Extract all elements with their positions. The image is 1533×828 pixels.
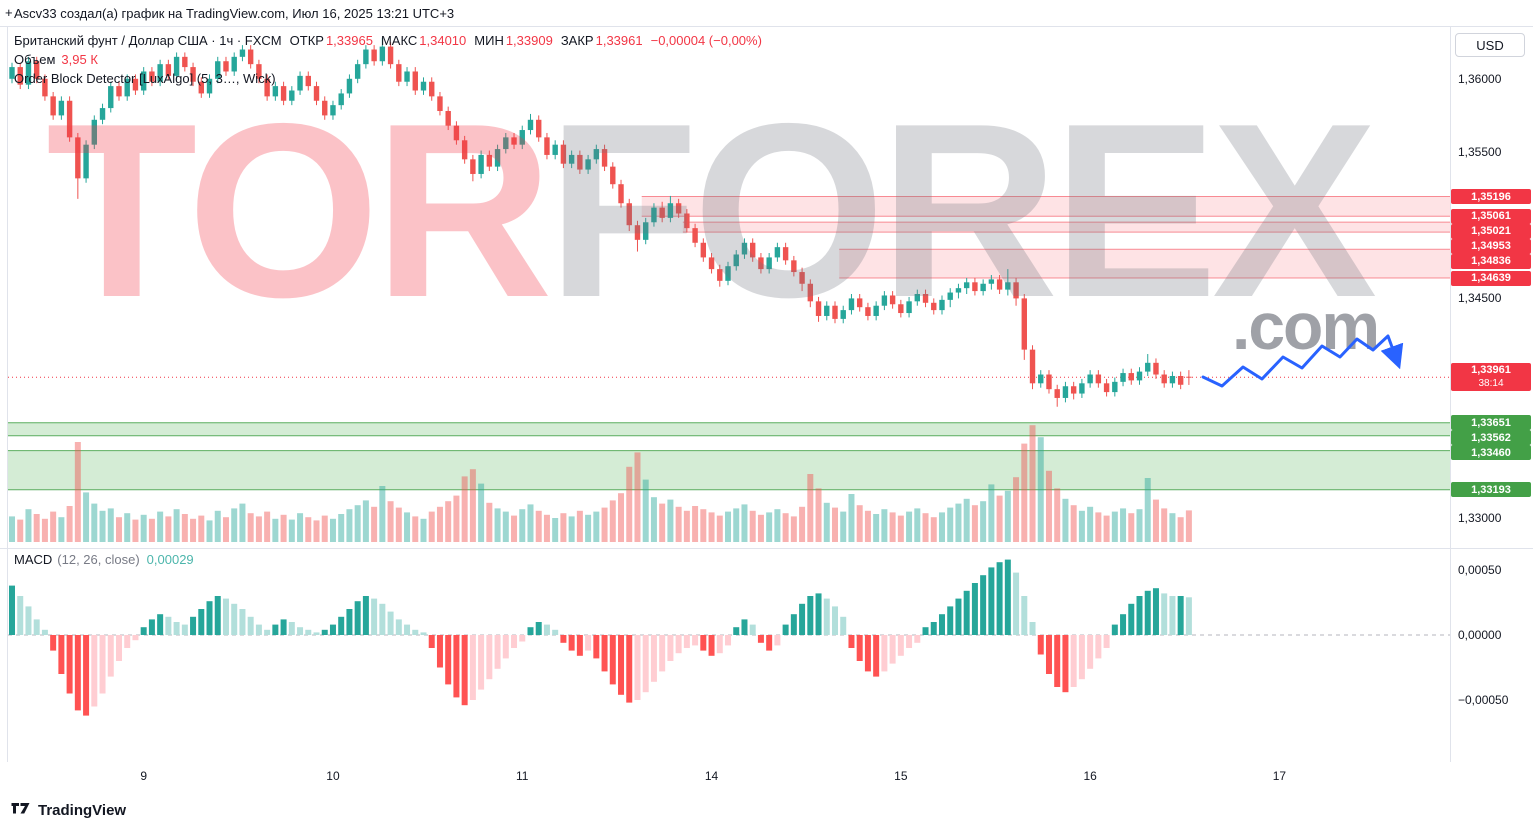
time-axis-label: 14 bbox=[704, 769, 719, 783]
price-change: −0,00004 (−0,00%) bbox=[650, 33, 762, 48]
time-axis-label: 11 bbox=[516, 769, 529, 783]
bullish-level-badge: 1,33651 bbox=[1451, 415, 1531, 431]
price-axis[interactable]: USD 1,36000 1,35500 1,34500 1,33000 0,00050 0… bbox=[1450, 26, 1533, 762]
symbol-legend-row[interactable]: Британский фунт / Доллар США · 1ч · FXCM… bbox=[14, 31, 762, 50]
time-axis-label: 9 bbox=[140, 769, 148, 783]
tradingview-brand[interactable]: TradingView bbox=[38, 801, 127, 819]
chart-legend: Британский фунт / Доллар США · 1ч · FXCM… bbox=[14, 31, 762, 88]
macd-histogram bbox=[9, 559, 1192, 716]
creator-bar: + Ascv33 создал(а) график на TradingView… bbox=[0, 0, 1533, 26]
current-price-text: 1,33961 bbox=[1471, 364, 1511, 377]
bearish-level-badge: 1,34639 bbox=[1451, 270, 1531, 286]
macd-value: 0,00029 bbox=[146, 552, 194, 567]
ohlc-label: МИН bbox=[474, 33, 504, 48]
ohlc-value: 1,34010 bbox=[419, 33, 467, 48]
currency-usd-button[interactable]: USD bbox=[1455, 33, 1525, 57]
bearish-level-badge: 1,34953 bbox=[1451, 238, 1531, 254]
volume-label: Объем bbox=[14, 52, 56, 67]
current-price-badge: 1,33961 38:14 bbox=[1451, 363, 1531, 392]
price-axis-label: 1,36000 bbox=[1458, 71, 1502, 86]
ohlc-value: 1,33965 bbox=[325, 33, 373, 48]
bearish-level-badge: 1,34836 bbox=[1451, 253, 1531, 269]
ohlc-label: ЗАКР bbox=[560, 33, 594, 48]
bearish-level-badge: 1,35021 bbox=[1451, 223, 1531, 239]
price-axis-label: 1,35500 bbox=[1458, 145, 1502, 159]
macd-axis-label: −0,00050 bbox=[1458, 693, 1509, 707]
bullish-level-badge: 1,33562 bbox=[1451, 430, 1531, 446]
ohlc-value: 1,33909 bbox=[505, 33, 553, 48]
volume-legend-row[interactable]: Объем 3,95 К bbox=[14, 50, 762, 69]
time-axis[interactable]: 9 10 11 14 15 16 17 bbox=[0, 762, 1533, 792]
bullish-level-badge: 1,33193 bbox=[1451, 482, 1531, 498]
tradingview-logo-icon[interactable] bbox=[10, 797, 31, 823]
indicator-title: Order Block Detector [LuxAlgo] (5, 3…, W… bbox=[14, 71, 276, 86]
candlesticks bbox=[9, 37, 1192, 407]
macd-legend-row[interactable]: MACD (12, 26, close) 0,00029 bbox=[14, 552, 194, 567]
bullish-order-blocks bbox=[8, 422, 1450, 491]
ohlc-label: МАКС bbox=[380, 33, 418, 48]
macd-axis-label: 0,00000 bbox=[1458, 628, 1502, 642]
price-axis-label: 1,33000 bbox=[1458, 511, 1502, 525]
time-axis-label: 17 bbox=[1272, 769, 1287, 783]
macd-label: MACD bbox=[14, 552, 53, 567]
macd-axis-label: 0,00050 bbox=[1458, 563, 1502, 577]
bearish-level-badge: 1,35061 bbox=[1451, 208, 1531, 224]
ohlc-label: ОТКР bbox=[289, 33, 324, 48]
time-axis-label: 16 bbox=[1083, 769, 1097, 783]
bearish-order-blocks bbox=[641, 196, 1450, 279]
symbol-title[interactable]: Британский фунт / Доллар США · 1ч · FXCM bbox=[14, 33, 282, 48]
bearish-level-badge: 1,35196 bbox=[1451, 189, 1531, 204]
volume-bars bbox=[9, 425, 1192, 542]
time-axis-label: 15 bbox=[894, 769, 908, 783]
bullish-level-badge: 1,33460 bbox=[1451, 445, 1531, 461]
ohlc-readout: ОТКР 1,33965 МАКС 1,34010 МИН 1,33909 ЗАКР 1,33… bbox=[282, 33, 643, 48]
price-axis-label: 1,34500 bbox=[1458, 291, 1502, 306]
ohlc-value: 1,33961 bbox=[595, 33, 643, 48]
bar-countdown: 38:14 bbox=[1478, 378, 1504, 390]
macd-params: (12, 26, close) bbox=[57, 552, 140, 567]
crosshair-plus-icon: + bbox=[5, 5, 13, 20]
time-axis-label: 10 bbox=[326, 769, 340, 783]
volume-value: 3,95 К bbox=[61, 52, 98, 67]
footer-bar: TradingView bbox=[0, 792, 1533, 828]
indicator-legend-row[interactable]: Order Block Detector [LuxAlgo] (5, 3…, W… bbox=[14, 69, 762, 88]
creator-text: Ascv33 создал(а) график на TradingView.c… bbox=[14, 5, 455, 21]
